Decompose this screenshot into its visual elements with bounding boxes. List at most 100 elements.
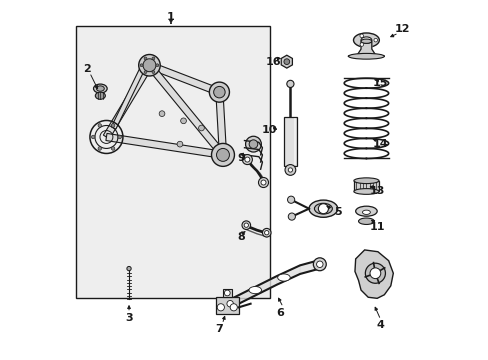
Circle shape — [242, 154, 252, 165]
Circle shape — [262, 228, 270, 237]
Circle shape — [152, 57, 155, 60]
Text: 12: 12 — [394, 24, 409, 35]
Text: 5: 5 — [333, 207, 341, 217]
Ellipse shape — [358, 218, 373, 225]
Circle shape — [91, 135, 95, 139]
Circle shape — [140, 64, 142, 67]
Circle shape — [285, 165, 295, 175]
Ellipse shape — [348, 53, 384, 59]
Polygon shape — [111, 68, 144, 129]
Text: 10: 10 — [262, 125, 277, 135]
Circle shape — [98, 147, 102, 150]
Text: 9: 9 — [237, 153, 244, 163]
Circle shape — [318, 204, 328, 214]
Circle shape — [223, 297, 236, 310]
Ellipse shape — [360, 37, 371, 43]
Circle shape — [264, 230, 268, 235]
Circle shape — [152, 71, 155, 73]
Polygon shape — [106, 134, 223, 158]
Polygon shape — [348, 42, 384, 56]
Polygon shape — [354, 250, 392, 298]
Circle shape — [111, 124, 115, 127]
Bar — [284, 117, 296, 166]
Circle shape — [213, 86, 224, 98]
Circle shape — [286, 80, 293, 87]
Polygon shape — [251, 276, 276, 297]
Circle shape — [245, 136, 261, 152]
Circle shape — [230, 304, 237, 311]
Circle shape — [144, 57, 147, 60]
Polygon shape — [148, 62, 220, 95]
Bar — [223, 289, 231, 297]
Circle shape — [359, 34, 363, 37]
Polygon shape — [300, 260, 319, 274]
Polygon shape — [146, 63, 225, 157]
Text: 1: 1 — [167, 12, 175, 22]
Circle shape — [224, 290, 230, 296]
Text: 15: 15 — [372, 78, 387, 88]
Circle shape — [261, 180, 265, 185]
Text: 6: 6 — [276, 308, 284, 318]
Circle shape — [373, 39, 377, 42]
Circle shape — [177, 141, 183, 147]
Bar — [76, 26, 269, 298]
Text: 7: 7 — [215, 324, 223, 334]
Ellipse shape — [355, 206, 376, 216]
Polygon shape — [215, 92, 226, 155]
Ellipse shape — [93, 84, 107, 93]
Text: 2: 2 — [83, 64, 91, 74]
Polygon shape — [230, 289, 251, 308]
Circle shape — [216, 148, 229, 161]
Circle shape — [287, 168, 292, 172]
Polygon shape — [281, 55, 292, 68]
Circle shape — [217, 304, 224, 311]
Ellipse shape — [353, 33, 379, 47]
Text: 11: 11 — [368, 222, 384, 231]
Circle shape — [209, 82, 229, 102]
Ellipse shape — [362, 210, 369, 215]
Circle shape — [211, 143, 234, 166]
Circle shape — [284, 59, 289, 64]
Ellipse shape — [95, 92, 105, 99]
Ellipse shape — [360, 39, 371, 43]
Polygon shape — [276, 265, 300, 285]
Circle shape — [244, 157, 249, 162]
Ellipse shape — [277, 274, 290, 281]
Bar — [353, 181, 378, 192]
Circle shape — [313, 258, 325, 271]
Circle shape — [316, 261, 323, 267]
Circle shape — [139, 54, 160, 76]
Circle shape — [359, 43, 363, 46]
Ellipse shape — [308, 200, 337, 217]
Ellipse shape — [353, 189, 378, 194]
Ellipse shape — [248, 287, 261, 294]
Circle shape — [258, 177, 268, 188]
Circle shape — [287, 196, 294, 203]
Text: 14: 14 — [372, 139, 388, 149]
Ellipse shape — [353, 178, 378, 184]
Circle shape — [118, 135, 121, 139]
Text: 13: 13 — [369, 186, 384, 196]
Circle shape — [156, 64, 159, 67]
Polygon shape — [103, 63, 152, 139]
Circle shape — [242, 221, 250, 229]
Circle shape — [244, 223, 248, 227]
Circle shape — [142, 59, 156, 72]
Circle shape — [144, 71, 147, 73]
Circle shape — [249, 140, 257, 148]
Text: 16: 16 — [265, 57, 281, 67]
Bar — [215, 297, 238, 315]
Ellipse shape — [314, 203, 332, 214]
Circle shape — [226, 301, 233, 307]
Text: 3: 3 — [125, 313, 133, 323]
Circle shape — [126, 266, 131, 271]
Circle shape — [287, 213, 295, 220]
Ellipse shape — [96, 86, 104, 91]
Circle shape — [111, 147, 115, 150]
Circle shape — [180, 118, 186, 124]
Circle shape — [369, 268, 380, 279]
Text: 8: 8 — [237, 232, 244, 242]
Circle shape — [159, 111, 164, 117]
Circle shape — [98, 124, 102, 127]
Text: 4: 4 — [376, 320, 384, 330]
